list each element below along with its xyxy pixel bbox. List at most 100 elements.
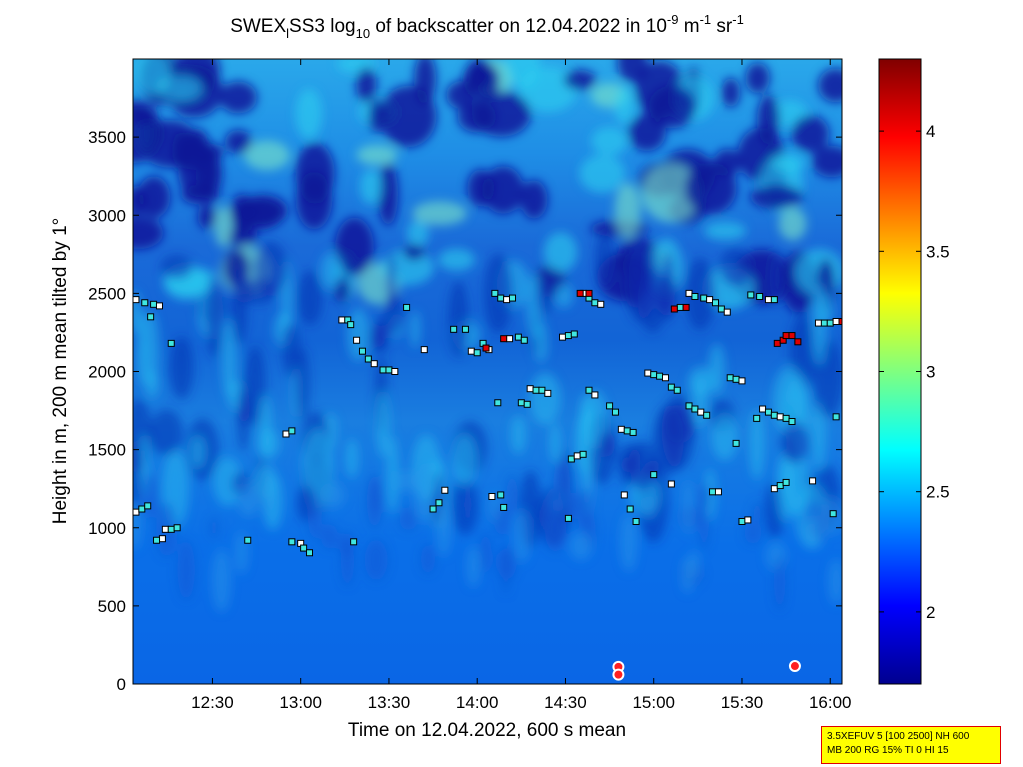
cloud-marker <box>606 402 614 410</box>
cloud-marker <box>726 374 734 382</box>
cloud-marker <box>491 289 499 297</box>
cloud-marker-high <box>773 339 781 347</box>
cloud-marker-high <box>585 289 593 297</box>
cloud-marker <box>738 377 746 385</box>
cloud-marker <box>776 413 784 421</box>
cloud-marker <box>520 336 528 344</box>
y-axis-label: Height in m, 200 m mean tilted by 1° <box>50 218 71 524</box>
cloud-marker <box>300 544 308 552</box>
cloud-marker <box>732 439 740 447</box>
cloud-marker <box>153 536 161 544</box>
cloud-marker <box>509 294 517 302</box>
settings-line-1: 3.5XEFUV 5 [100 2500] NH 600 <box>827 731 970 742</box>
x-tick-label: 12:30 <box>191 693 234 712</box>
cloud-marker <box>461 325 469 333</box>
cloud-marker <box>809 477 817 485</box>
cloud-marker <box>832 413 840 421</box>
cloud-marker <box>532 386 540 394</box>
cloud-marker <box>814 319 822 327</box>
x-tick-label: 15:30 <box>721 693 764 712</box>
cloud-marker <box>703 411 711 419</box>
heatmap <box>133 59 842 684</box>
cloud-marker <box>709 488 717 496</box>
cloud-marker <box>306 549 314 557</box>
cloud-marker <box>391 368 399 375</box>
y-tick-label: 3000 <box>88 206 126 225</box>
ground-marker <box>612 668 625 681</box>
cloud-marker-high <box>788 332 796 340</box>
settings-info-box: 3.5XEFUV 5 [100 2500] NH 600 MB 200 RG 1… <box>821 726 1001 764</box>
settings-line-2: MB 200 RG 15% TI 0 HI 15 <box>827 745 949 756</box>
cloud-marker <box>567 455 575 463</box>
x-axis: 12:30 13:00 13:30 14:00 14:30 15:00 15:30 16:00 <box>191 59 852 712</box>
cloud-marker <box>759 405 767 413</box>
cloud-marker <box>158 535 166 543</box>
x-axis-label: Time on 12.04.2022, 600 s mean <box>348 720 626 741</box>
cloud-marker <box>782 414 790 422</box>
cloud-marker <box>661 374 669 382</box>
y-axis: 0 500 1000 1500 2000 2500 3000 3500 <box>88 128 842 694</box>
cloud-marker <box>632 518 640 525</box>
cloud-marker <box>559 333 567 341</box>
cloud-marker <box>623 427 631 435</box>
cloud-marker <box>691 405 699 413</box>
cloud-marker <box>753 414 761 422</box>
cloud-marker <box>620 491 628 499</box>
cloud-marker <box>820 319 828 327</box>
cloud-marker <box>656 372 664 380</box>
cloud-marker <box>353 336 361 344</box>
cloud-marker <box>829 510 837 518</box>
cloud-marker <box>514 333 522 341</box>
cloud-marker <box>611 408 619 416</box>
cloud-marker <box>685 402 693 410</box>
cloud-marker <box>488 493 496 500</box>
cloud-marker <box>497 491 505 499</box>
cloud-marker <box>597 300 605 308</box>
cloud-marker-high <box>576 289 584 297</box>
cloud-marker <box>420 346 428 354</box>
cloud-marker <box>364 355 372 363</box>
cloud-marker <box>467 347 475 355</box>
cloud-marker <box>826 319 834 327</box>
cloud-marker <box>832 318 840 325</box>
cloud-marker <box>714 488 722 496</box>
cloud-marker <box>506 335 514 343</box>
y-tick-label: 1000 <box>88 519 126 538</box>
cloud-marker <box>764 296 772 304</box>
cloud-marker <box>403 303 411 311</box>
cloud-marker <box>347 321 355 329</box>
cloud-marker-high <box>794 338 802 346</box>
cloud-marker-high <box>670 305 678 313</box>
cloud-marker <box>150 300 158 308</box>
cloud-marker <box>788 418 796 425</box>
cloud-marker <box>782 478 790 486</box>
cloud-marker <box>738 518 746 525</box>
cloud-marker <box>288 427 296 435</box>
cloud-marker <box>564 332 572 340</box>
ground-marker <box>788 660 801 673</box>
y-tick-label: 2500 <box>88 284 126 303</box>
cloud-marker <box>338 316 346 324</box>
cloud-marker <box>500 503 508 511</box>
cloud-marker <box>770 411 778 419</box>
cloud-marker <box>155 302 163 310</box>
cloud-marker <box>544 389 552 397</box>
y-tick-label: 2000 <box>88 363 126 382</box>
cloud-marker <box>161 525 169 533</box>
cloud-marker <box>676 303 684 311</box>
x-tick-label: 14:30 <box>544 693 587 712</box>
cloud-marker <box>473 349 481 357</box>
y-tick-label: 0 <box>117 675 126 694</box>
cloud-marker <box>282 430 290 438</box>
cloud-marker <box>644 369 652 377</box>
cloud-marker <box>570 330 578 338</box>
cloud-marker <box>435 499 443 507</box>
cloud-marker-high <box>500 335 508 343</box>
cloud-marker <box>429 505 437 513</box>
cloud-marker <box>526 385 534 393</box>
x-tick-label: 16:00 <box>809 693 852 712</box>
cloud-marker-high <box>838 318 842 325</box>
cloud-marker <box>732 375 740 383</box>
cloud-marker <box>379 366 387 374</box>
